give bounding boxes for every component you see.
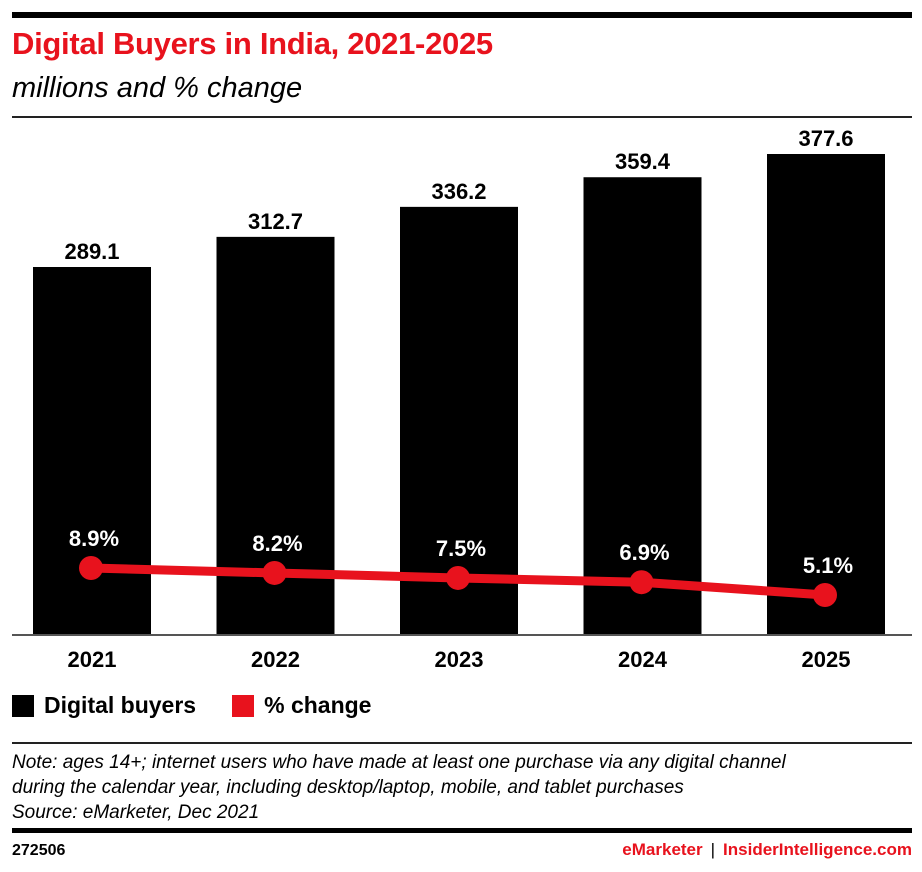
bars-group	[33, 154, 885, 636]
legend-item-pct-change: % change	[232, 692, 371, 719]
bar-value-label: 289.1	[64, 239, 119, 264]
bottom-rule	[12, 828, 912, 833]
x-tick-label: 2025	[802, 647, 851, 672]
bar-value-label: 336.2	[431, 179, 486, 204]
pct-change-point	[813, 583, 837, 607]
footnote: Note: ages 14+; internet users who have …	[12, 750, 917, 825]
brand-insider-intelligence: InsiderIntelligence.com	[723, 840, 912, 859]
bar-value-label: 359.4	[615, 149, 671, 174]
bar-value-label: 312.7	[248, 209, 303, 234]
bar-value-label: 377.6	[798, 126, 853, 151]
pct-change-point	[262, 560, 287, 585]
top-rule	[12, 12, 912, 18]
x-tick-labels-group: 2021 2022 2023 2024 2025	[68, 647, 851, 672]
brand-separator: |	[710, 840, 716, 859]
pct-change-label: 5.1%	[803, 553, 853, 578]
x-tick-label: 2021	[68, 647, 117, 672]
pct-change-point	[446, 565, 470, 590]
note-line-1: Note: ages 14+; internet users who have …	[12, 752, 786, 773]
bar-2023	[400, 206, 518, 635]
x-tick-label: 2022	[251, 647, 300, 672]
note-rule	[12, 742, 912, 744]
pct-change-point	[79, 556, 103, 580]
legend-item-digital-buyers: Digital buyers	[12, 692, 196, 719]
bar-labels-group: 289.1 312.7 336.2 359.4 377.6	[64, 126, 853, 264]
chart-id: 272506	[12, 842, 66, 859]
pct-change-point	[629, 570, 654, 595]
x-tick-label: 2023	[435, 647, 484, 672]
legend-swatch-pct-change	[232, 694, 255, 717]
brand-credit: eMarketer | InsiderIntelligence.com	[622, 840, 912, 860]
note-line-2: during the calendar year, including desk…	[12, 777, 684, 798]
legend: Digital buyers % change	[12, 692, 407, 719]
pct-change-line-group: 8.9% 8.2% 7.5% 6.9% 5.1%	[69, 526, 853, 607]
chart-title: Digital Buyers in India, 2021-2025	[12, 26, 493, 61]
bar-2025	[767, 154, 885, 635]
pct-change-label: 7.5%	[436, 536, 486, 561]
pct-change-label: 8.2%	[252, 531, 302, 556]
subtitle-rule	[12, 116, 912, 118]
source-line: Source: eMarketer, Dec 2021	[12, 802, 260, 823]
chart-subtitle: millions and % change	[12, 72, 303, 104]
pct-change-label: 8.9%	[69, 526, 119, 551]
legend-label-digital-buyers: Digital buyers	[44, 692, 197, 718]
legend-swatch-digital-buyers	[12, 694, 34, 717]
pct-change-label: 6.9%	[619, 540, 669, 565]
x-tick-label: 2024	[618, 647, 668, 672]
brand-emarketer: eMarketer	[622, 840, 703, 859]
bar-2024	[583, 177, 702, 636]
legend-label-pct-change: % change	[264, 692, 372, 718]
